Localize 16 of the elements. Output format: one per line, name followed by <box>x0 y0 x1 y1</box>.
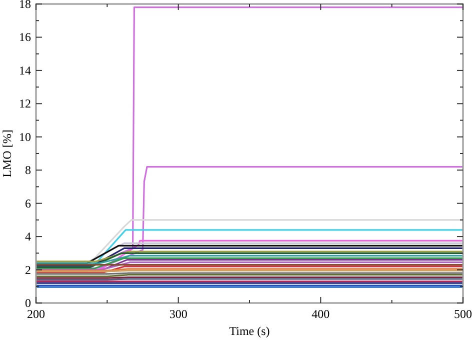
x-tick-label: 500 <box>454 307 472 321</box>
x-tick-label: 200 <box>27 307 45 321</box>
y-tick-label: 16 <box>19 30 31 44</box>
y-tick-label: 2 <box>25 262 31 277</box>
y-tick-label: 8 <box>25 163 31 178</box>
y-tick-label: 6 <box>25 196 31 210</box>
x-tick-label: 300 <box>169 307 188 321</box>
y-tick-label: 4 <box>25 230 31 244</box>
y-tick-label: 14 <box>19 63 31 78</box>
x-tick-label: 400 <box>312 307 330 321</box>
y-tick-label: 12 <box>19 96 31 111</box>
y-tick-label: 0 <box>25 296 31 310</box>
y-tick-label: 18 <box>19 0 31 11</box>
y-tick-label: 10 <box>19 130 31 144</box>
x-axis-title: Time (s) <box>229 324 270 338</box>
y-axis-title: LMO [%] <box>0 130 14 178</box>
